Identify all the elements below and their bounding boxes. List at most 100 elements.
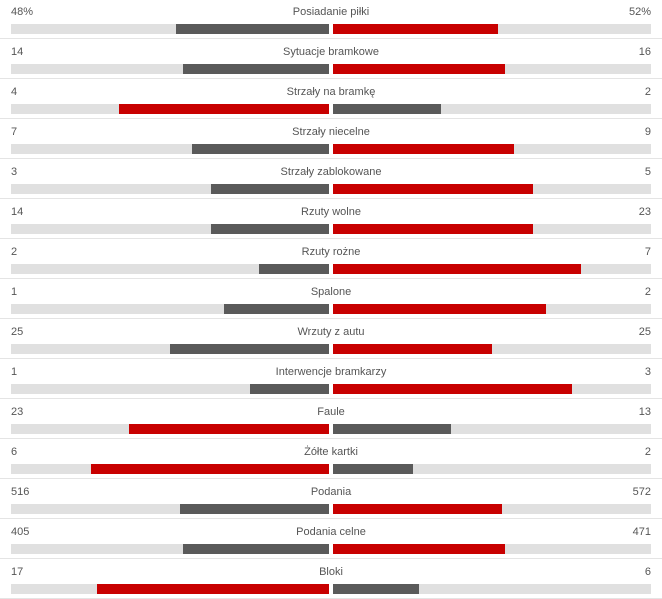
stat-row: 17 Bloki 6 — [0, 559, 662, 599]
home-bar-fill — [192, 144, 329, 154]
stat-row: 516 Podania 572 — [0, 479, 662, 519]
away-bar-fill — [333, 224, 534, 234]
stat-row: 3 Strzały zablokowane 5 — [0, 159, 662, 199]
home-bar-fill — [249, 384, 329, 394]
stat-label: Interwencje bramkarzy — [275, 366, 387, 378]
stat-label: Żółte kartki — [304, 446, 358, 458]
away-bar-track — [333, 184, 651, 194]
home-value: 2 — [11, 246, 18, 258]
away-value: 16 — [638, 46, 651, 58]
home-bar-track — [11, 24, 329, 34]
home-bar-track — [11, 344, 329, 354]
away-bar-track — [333, 304, 651, 314]
home-value: 23 — [11, 406, 24, 418]
home-bar-fill — [259, 264, 329, 274]
away-bar-fill — [333, 344, 492, 354]
home-bar-fill — [90, 464, 329, 474]
home-bar-track — [11, 304, 329, 314]
away-bar-track — [333, 144, 651, 154]
home-bar-fill — [96, 584, 329, 594]
away-value: 471 — [632, 526, 651, 538]
away-value: 572 — [632, 486, 651, 498]
stat-row: 2 Rzuty rożne 7 — [0, 239, 662, 279]
away-bar-fill — [333, 24, 499, 34]
stat-row: 4 Strzały na bramkę 2 — [0, 79, 662, 119]
stat-row: 25 Wrzuty z autu 25 — [0, 319, 662, 359]
home-bar-track — [11, 504, 329, 514]
home-value: 48% — [11, 6, 34, 18]
home-bar-track — [11, 224, 329, 234]
away-bar-fill — [333, 64, 505, 74]
stat-label: Faule — [317, 406, 345, 418]
away-value: 6 — [644, 566, 651, 578]
stat-row: 1 Spalone 2 — [0, 279, 662, 319]
stat-label: Strzały niecelne — [292, 126, 370, 138]
home-value: 6 — [11, 446, 18, 458]
home-bar-track — [11, 64, 329, 74]
away-value: 5 — [644, 166, 651, 178]
stat-label: Bloki — [319, 566, 343, 578]
away-value: 9 — [644, 126, 651, 138]
away-bar-fill — [333, 384, 572, 394]
home-bar-track — [11, 584, 329, 594]
home-value: 4 — [11, 86, 18, 98]
away-bar-fill — [333, 584, 419, 594]
stat-label: Rzuty wolne — [301, 206, 361, 218]
stat-row: 14 Rzuty wolne 23 — [0, 199, 662, 239]
away-bar-track — [333, 464, 651, 474]
away-value: 13 — [638, 406, 651, 418]
home-bar-track — [11, 464, 329, 474]
home-bar-fill — [211, 224, 329, 234]
away-bar-track — [333, 24, 651, 34]
away-value: 25 — [638, 326, 651, 338]
away-value: 2 — [644, 446, 651, 458]
away-value: 2 — [644, 86, 651, 98]
home-bar-track — [11, 264, 329, 274]
away-bar-track — [333, 584, 651, 594]
away-bar-track — [333, 384, 651, 394]
away-bar-track — [333, 424, 651, 434]
home-bar-track — [11, 104, 329, 114]
home-value: 1 — [11, 366, 18, 378]
stat-row: 405 Podania celne 471 — [0, 519, 662, 559]
stat-label: Strzały na bramkę — [286, 86, 376, 98]
home-bar-fill — [182, 544, 329, 554]
home-bar-fill — [211, 184, 329, 194]
home-bar-track — [11, 384, 329, 394]
stat-label: Posiadanie piłki — [292, 6, 370, 18]
home-value: 1 — [11, 286, 18, 298]
away-bar-track — [333, 264, 651, 274]
home-bar-fill — [179, 504, 329, 514]
stat-row: 14 Sytuacje bramkowe 16 — [0, 39, 662, 79]
away-bar-fill — [333, 144, 515, 154]
away-bar-track — [333, 104, 651, 114]
away-bar-track — [333, 64, 651, 74]
home-value: 405 — [11, 526, 30, 538]
stat-label: Spalone — [310, 286, 352, 298]
stat-label: Sytuacje bramkowe — [283, 46, 379, 58]
away-bar-fill — [333, 304, 547, 314]
away-value: 3 — [644, 366, 651, 378]
home-value: 25 — [11, 326, 24, 338]
away-value: 23 — [638, 206, 651, 218]
home-bar-fill — [119, 104, 329, 114]
home-bar-fill — [170, 344, 329, 354]
home-bar-track — [11, 184, 329, 194]
home-value: 17 — [11, 566, 24, 578]
stat-row: 48% Posiadanie piłki 52% — [0, 0, 662, 39]
stat-row: 6 Żółte kartki 2 — [0, 439, 662, 479]
away-bar-fill — [333, 544, 505, 554]
home-value: 14 — [11, 46, 24, 58]
stat-row: 23 Faule 13 — [0, 399, 662, 439]
away-value: 52% — [628, 6, 651, 18]
stat-label: Wrzuty z autu — [297, 326, 365, 338]
away-bar-fill — [333, 184, 534, 194]
home-bar-fill — [176, 24, 329, 34]
away-bar-fill — [333, 104, 442, 114]
home-value: 14 — [11, 206, 24, 218]
home-value: 3 — [11, 166, 18, 178]
home-bar-fill — [182, 64, 329, 74]
stat-row: 1 Interwencje bramkarzy 3 — [0, 359, 662, 399]
away-bar-fill — [333, 504, 502, 514]
away-value: 2 — [644, 286, 651, 298]
